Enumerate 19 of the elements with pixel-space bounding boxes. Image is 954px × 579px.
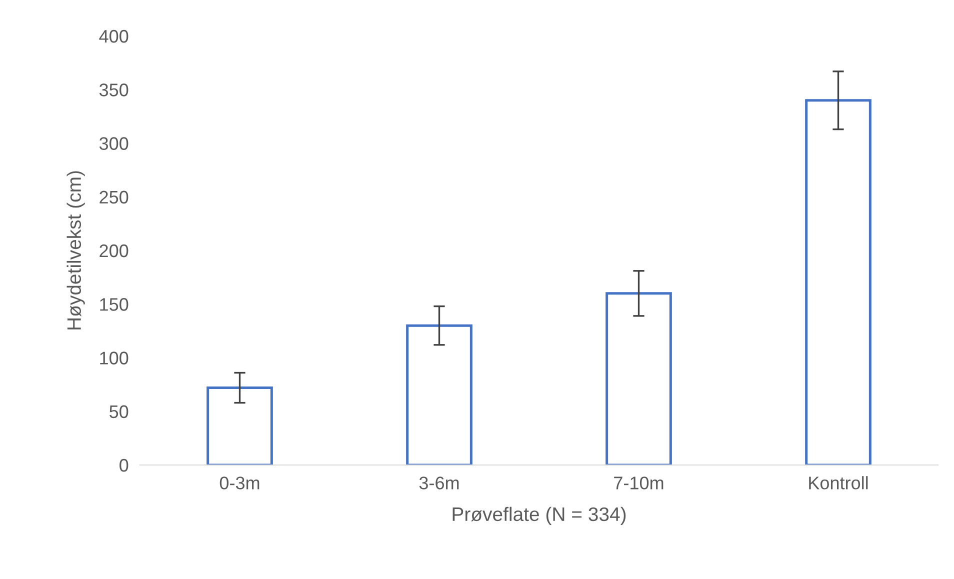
bar: [206, 386, 273, 465]
y-tick-label: 300: [99, 137, 128, 150]
x-tick-label: 0-3m: [220, 476, 260, 490]
y-axis-title: Høydetilvekst (cm): [66, 171, 85, 330]
y-tick-label: 50: [110, 405, 128, 418]
bar: [406, 324, 472, 465]
x-tick-label: 7-10m: [614, 476, 664, 490]
y-tick-label: 150: [100, 298, 128, 311]
bar: [606, 292, 672, 465]
bar: [805, 99, 872, 465]
y-tick-label: 250: [100, 190, 128, 204]
x-tick-label: Kontroll: [809, 476, 868, 490]
y-tick-label: 350: [99, 84, 128, 96]
y-tick-label: 400: [99, 30, 128, 43]
x-axis-title: Prøveflate (N = 334): [452, 506, 626, 525]
y-tick-label: 100: [100, 352, 128, 364]
x-tick-label: 3-6m: [419, 476, 459, 490]
y-tick-label: 200: [100, 244, 128, 258]
y-tick-label: 0: [120, 458, 128, 472]
